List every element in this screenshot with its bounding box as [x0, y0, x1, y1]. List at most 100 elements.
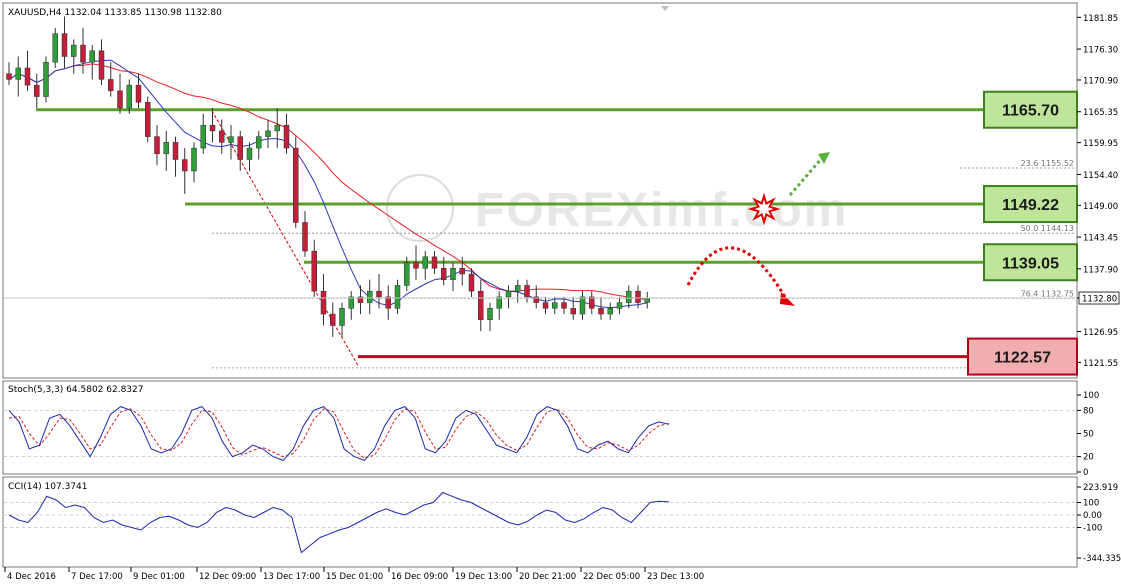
cci-tick-label: 0.00	[1083, 511, 1102, 521]
bearish-candle	[237, 136, 243, 160]
bearish-candle	[589, 296, 595, 309]
bearish-candle	[98, 50, 105, 80]
bearish-arrow-head-icon	[780, 292, 795, 306]
stochastic-tick-label: 50	[1083, 430, 1094, 440]
bearish-candle	[61, 33, 68, 57]
time-tick-label: 23 Dec 13:00	[647, 572, 704, 582]
price-tick-label: 1176.30	[1083, 46, 1118, 56]
bullish-candle	[15, 67, 21, 80]
time-tick-label: 16 Dec 09:00	[391, 572, 448, 582]
bullish-candle	[552, 302, 558, 309]
time-tick-label: 4 Dec 2016	[7, 572, 56, 582]
slow-moving-average-line	[8, 63, 648, 300]
bearish-candle	[108, 79, 114, 92]
bullish-candle	[256, 136, 262, 149]
svg-text:FOREXimf.com: FOREXimf.com	[475, 184, 848, 237]
bearish-candle	[6, 73, 12, 80]
bullish-candle	[191, 147, 197, 172]
bullish-candle	[579, 296, 586, 315]
price-tick-label: 1154.40	[1083, 171, 1118, 181]
stochastic-header: Stoch(5,3,3) 64.5802 62.8327	[8, 385, 143, 395]
bearish-candle	[145, 102, 151, 137]
bearish-candle	[302, 222, 308, 252]
bearish-candle	[209, 124, 216, 132]
bullish-candle	[487, 308, 493, 321]
level-box-1122.57	[967, 337, 1078, 376]
current-price-box	[1078, 291, 1120, 305]
bearish-candle	[172, 142, 179, 160]
price-tick-label: 1159.95	[1083, 139, 1118, 149]
watermark: FOREXimf.com	[386, 174, 848, 242]
bullish-candle	[496, 296, 502, 309]
stochastic-main-line	[8, 406, 670, 461]
bullish-candle	[200, 124, 206, 149]
cci-tick-label: -100	[1083, 524, 1102, 534]
stochastic-tick-label: 100	[1083, 391, 1099, 401]
bullish-candle	[228, 136, 234, 143]
symbol-header: XAUUSD,H4 1132.04 1133.85 1130.98 1132.8…	[8, 8, 222, 18]
bullish-candle	[404, 262, 410, 286]
time-tick-label: 22 Dec 05:00	[583, 572, 640, 582]
bullish-candle	[274, 124, 280, 132]
bearish-candle	[413, 262, 419, 269]
price-tick-label: 1170.90	[1083, 76, 1118, 86]
bearish-candle	[154, 136, 160, 155]
stochastic-tick-label: 80	[1083, 406, 1094, 416]
main-panel	[2, 2, 1078, 379]
bearish-candle	[468, 273, 475, 292]
price-tick-label: 1121.55	[1083, 359, 1118, 369]
bullish-candle	[43, 61, 49, 97]
level-box-label: 1139.05	[1002, 255, 1059, 272]
bearish-candle	[598, 308, 604, 315]
fibonacci-label: 76.4 1132.75	[1021, 289, 1074, 298]
level-box-label: 1122.57	[994, 350, 1051, 367]
fibonacci-label: 50.0 1144.13	[1021, 224, 1074, 233]
bearish-candle	[478, 290, 484, 321]
bullish-candle	[163, 142, 169, 155]
bearish-candle	[24, 67, 31, 86]
bearish-candle	[459, 268, 465, 275]
bearish-candle	[293, 147, 299, 223]
bearish-candle	[385, 296, 391, 309]
bearish-candle	[117, 90, 123, 109]
bullish-candle	[515, 285, 521, 292]
bullish-candle	[348, 296, 354, 309]
bullish-arrow-head-icon	[818, 152, 830, 164]
bullish-candle	[367, 290, 373, 303]
cci-tick-label: 223.919	[1083, 483, 1118, 493]
bullish-candle	[644, 297, 650, 303]
bearish-candle	[524, 285, 530, 298]
bullish-arrow-line	[788, 157, 824, 196]
cci-line	[8, 491, 670, 554]
bearish-candle	[635, 290, 641, 303]
bearish-candle	[182, 159, 188, 172]
fibonacci-trend-line	[211, 110, 359, 366]
scroll-marker-icon	[661, 6, 669, 11]
bearish-candle	[533, 296, 539, 303]
time-tick-label: 19 Dec 13:00	[455, 572, 512, 582]
breakout-burst-icon	[747, 192, 781, 226]
bullish-candle	[505, 290, 512, 298]
bearish-arrow-line	[686, 246, 787, 298]
cci-panel	[2, 476, 1078, 568]
bullish-candle	[422, 256, 428, 269]
price-tick-label: 1181.85	[1083, 14, 1118, 24]
bearish-candle	[311, 250, 317, 292]
bearish-candle	[283, 124, 290, 149]
bearish-candle	[441, 268, 447, 280]
price-tick-label: 1143.45	[1083, 234, 1118, 244]
cci-tick-label: -344.3358	[1083, 554, 1121, 564]
bearish-candle	[376, 290, 382, 298]
bearish-candle	[330, 313, 336, 326]
price-tick-label: 1165.35	[1083, 108, 1118, 118]
bullish-candle	[626, 290, 632, 303]
cci-tick-label: 100	[1083, 499, 1099, 509]
time-tick-label: 20 Dec 21:00	[519, 572, 576, 582]
price-tick-label: 1149.00	[1083, 202, 1118, 212]
bullish-candle	[52, 33, 58, 63]
cci-header: CCI(14) 107.3741	[8, 482, 88, 492]
bullish-candle	[71, 44, 77, 57]
stochastic-panel	[2, 380, 1078, 475]
fibonacci-label: 23.6 1155.52	[1021, 159, 1074, 168]
